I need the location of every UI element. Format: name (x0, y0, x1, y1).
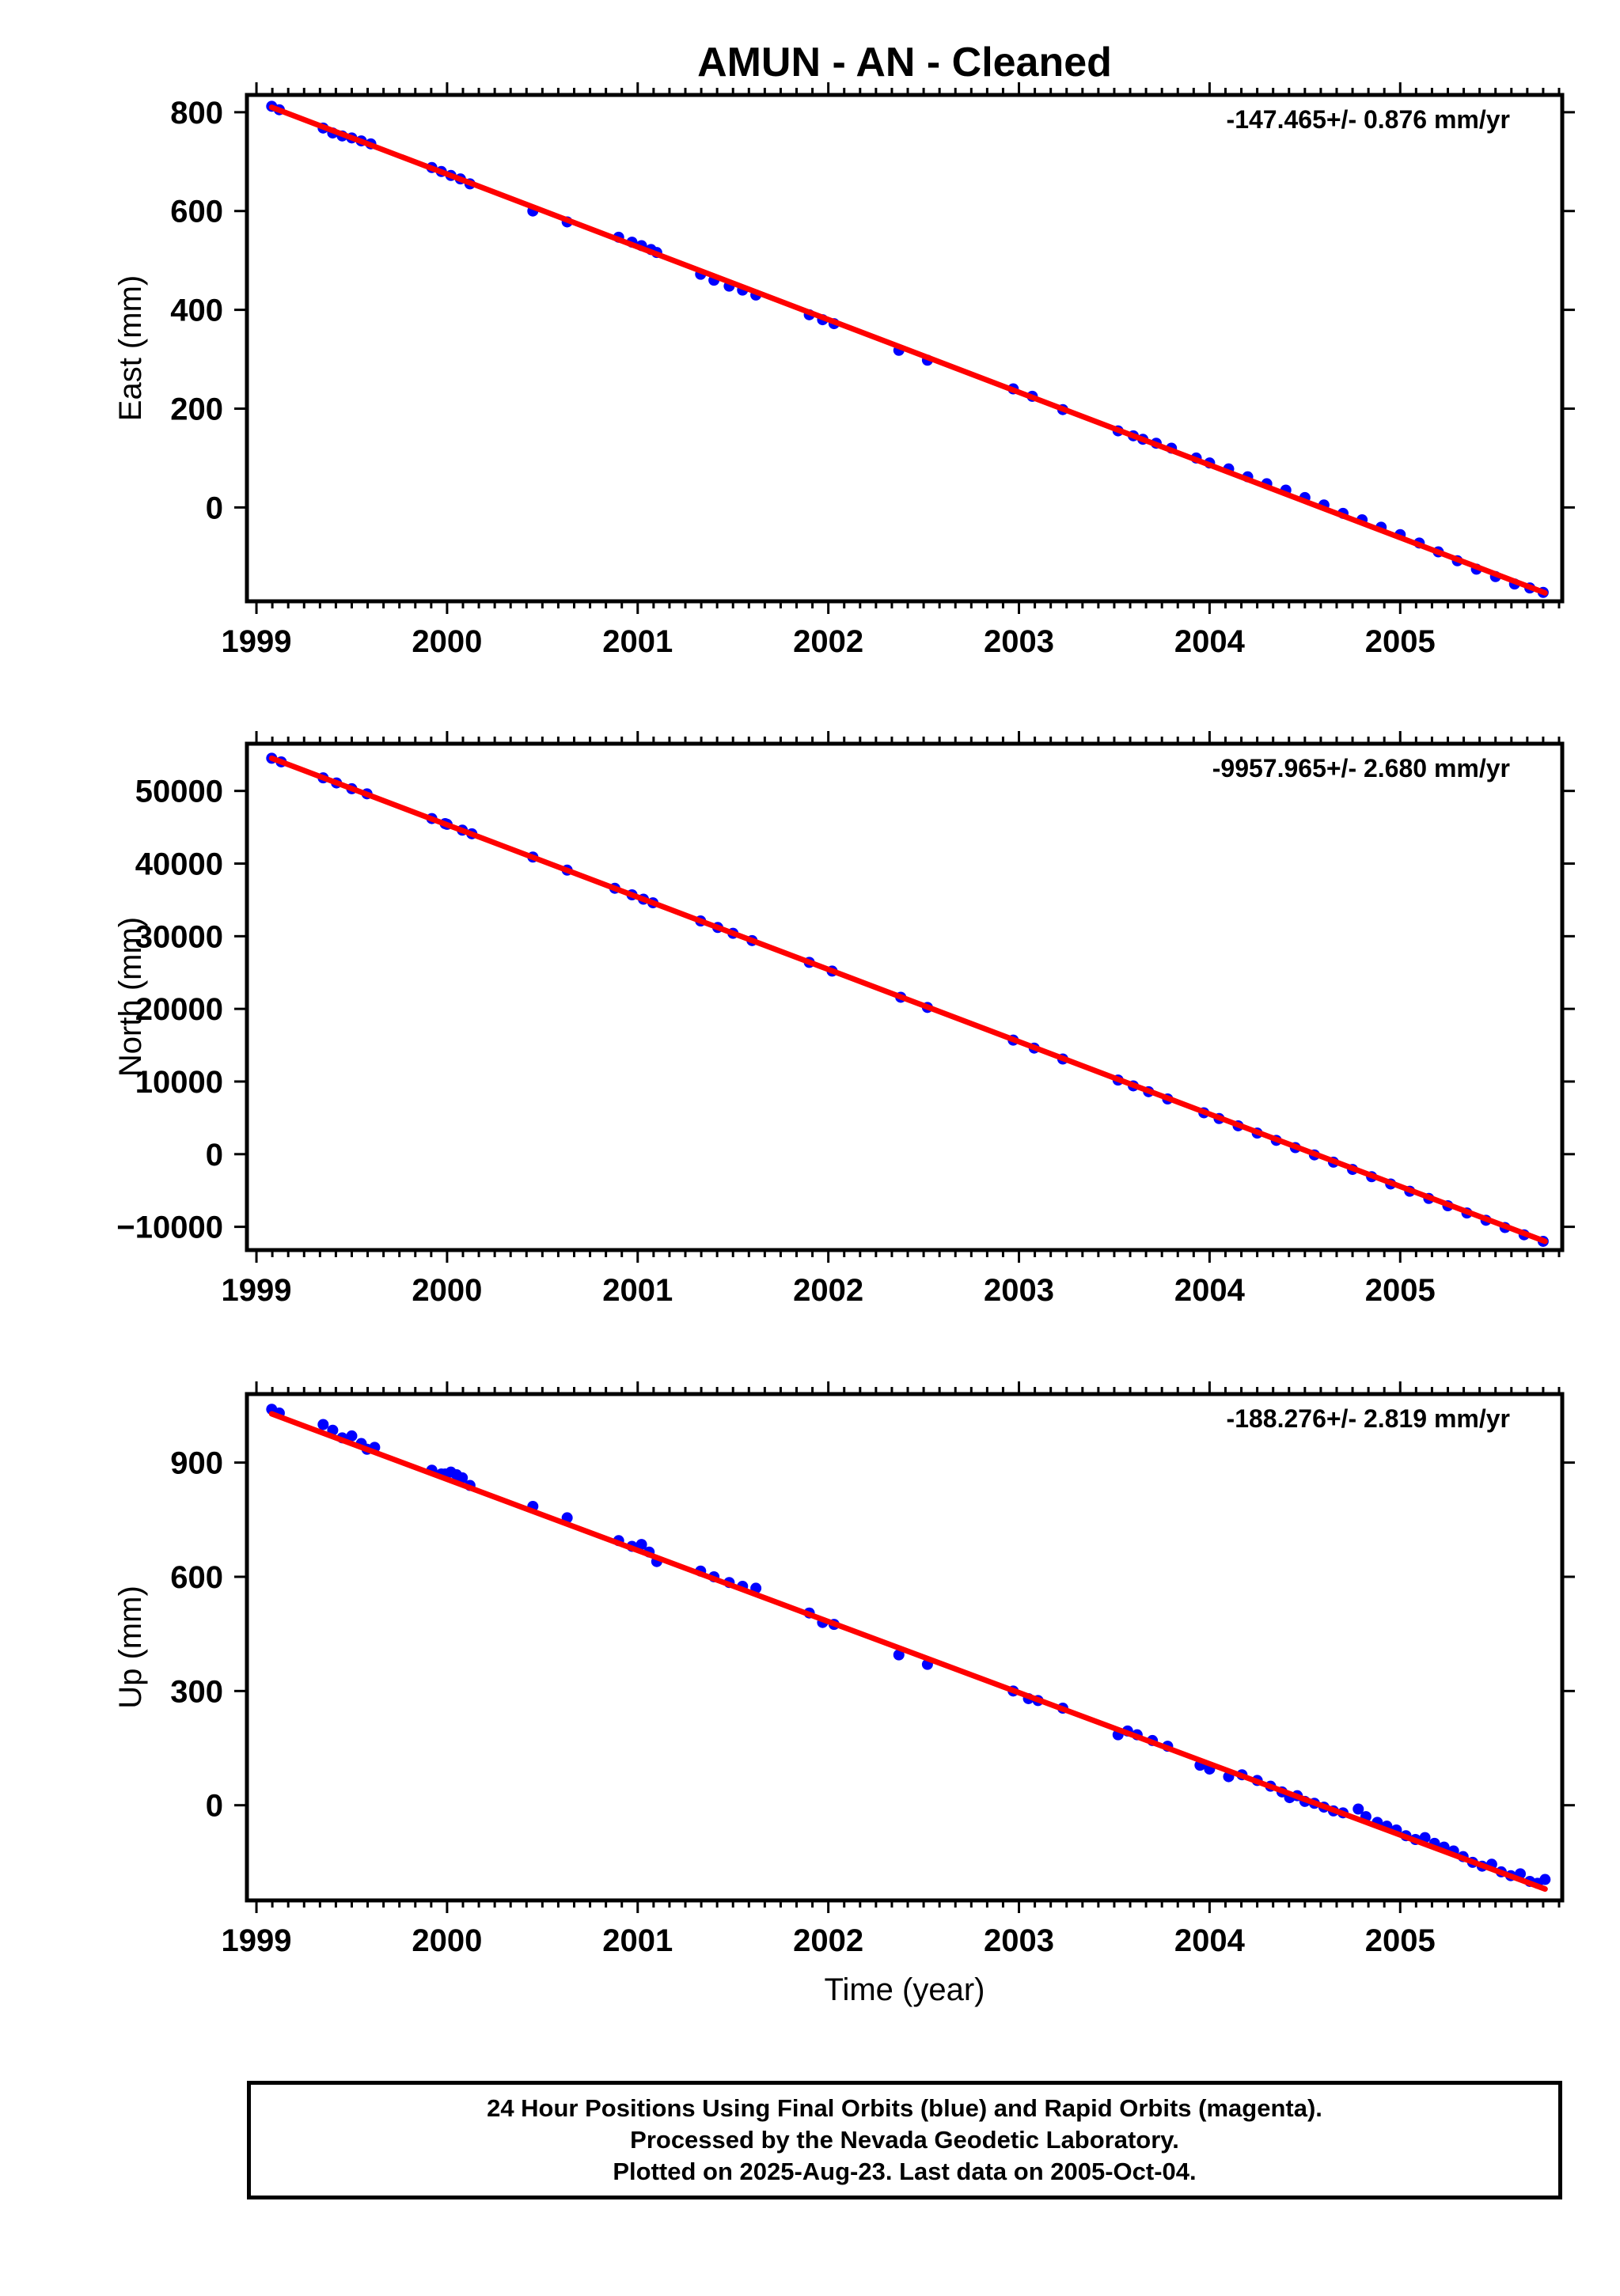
up-plot-frame (245, 1392, 1565, 1903)
north-x-tick-label: 1999 (222, 1273, 292, 1308)
north-y-tick-label: 10000 (135, 1065, 223, 1100)
north-x-tick-label: 2002 (793, 1273, 863, 1308)
up-data-point (1539, 1874, 1551, 1885)
up-y-tick-label: 600 (170, 1560, 223, 1595)
up-data-point (635, 1539, 647, 1551)
up-x-tick-label: 2002 (793, 1923, 863, 1958)
north-x-tick-label: 2005 (1365, 1273, 1436, 1308)
up-panel: 1999 2000 2001 2002 2003 2004 2005 0 300 600 900 Up… (113, 1381, 1575, 2007)
up-x-tick-label: 2005 (1365, 1923, 1436, 1958)
east-x-tick-label: 2003 (984, 624, 1054, 659)
up-x-tick-label: 2000 (412, 1923, 482, 1958)
north-rate-label: -9957.965+/- 2.680 mm/yr (1212, 754, 1510, 782)
east-x-tick-label: 2002 (793, 624, 863, 659)
up-x-tick-label: 2001 (602, 1923, 673, 1958)
up-rate-label: -188.276+/- 2.819 mm/yr (1227, 1404, 1510, 1433)
east-trend-line (268, 104, 1548, 596)
processing-info-box: 24 Hour Positions Using Final Orbits (bl… (247, 2081, 1562, 2199)
north-x-tick-label: 2003 (984, 1273, 1054, 1308)
north-y-tick-label: 0 (206, 1138, 223, 1173)
east-panel: 1999 2000 2001 2002 2003 2004 2005 0 200 400 600 80… (113, 82, 1575, 659)
up-data-point (317, 1419, 329, 1430)
east-y-tick-label: 800 (170, 96, 223, 131)
footer-line-processor: Processed by the Nevada Geodetic Laborat… (630, 2126, 1179, 2154)
footer-line-dates: Plotted on 2025-Aug-23. Last data on 200… (613, 2158, 1197, 2185)
east-x-tick-label: 2005 (1365, 624, 1436, 659)
north-panel: 1999 2000 2001 2002 2003 2004 2005 −10000 0 10000… (113, 731, 1575, 1308)
east-plot-frame (245, 93, 1565, 604)
up-trend-line (268, 1411, 1548, 1892)
east-y-tick-label: 200 (170, 392, 223, 426)
up-y-tick-label: 300 (170, 1674, 223, 1709)
north-trend-line (268, 755, 1548, 1245)
north-y-axis-label: North (mm) (113, 917, 148, 1077)
east-y-tick-label: 400 (170, 294, 223, 328)
north-y-tick-label: 30000 (135, 919, 223, 954)
footer-line-orbits: 24 Hour Positions Using Final Orbits (bl… (487, 2094, 1322, 2122)
east-x-tick-label: 2000 (412, 624, 482, 659)
east-x-tick-label: 2004 (1174, 624, 1246, 659)
east-x-tick-label: 1999 (222, 624, 292, 659)
up-data-point (346, 1430, 358, 1442)
east-y-tick-label: 0 (206, 491, 223, 525)
up-y-tick-label: 0 (206, 1789, 223, 1824)
up-x-axis-label: Time (year) (825, 1972, 985, 2007)
figure-title: AMUN - AN - Cleaned (697, 40, 1112, 85)
east-rate-label: -147.465+/- 0.876 mm/yr (1227, 105, 1510, 134)
up-data-points (266, 1404, 1551, 1889)
north-y-tick-label: 20000 (135, 992, 223, 1027)
east-x-tick-label: 2001 (602, 624, 673, 659)
up-x-tick-label: 2003 (984, 1923, 1054, 1958)
up-y-tick-label: 900 (170, 1446, 223, 1481)
north-plot-frame (245, 741, 1565, 1252)
up-data-point (457, 1472, 469, 1483)
up-x-tick-label: 1999 (222, 1923, 292, 1958)
north-x-tick-label: 2004 (1174, 1273, 1246, 1308)
up-data-point (893, 1649, 905, 1661)
up-x-tick-label: 2004 (1174, 1923, 1246, 1958)
north-y-tick-label: 40000 (135, 847, 223, 882)
north-x-tick-label: 2000 (412, 1273, 482, 1308)
east-y-tick-label: 600 (170, 195, 223, 229)
north-x-tick-label: 2001 (602, 1273, 673, 1308)
north-y-tick-label: −10000 (116, 1211, 223, 1245)
up-data-point (1353, 1803, 1364, 1815)
north-y-tick-label: 50000 (135, 775, 223, 809)
east-y-axis-label: East (mm) (113, 275, 148, 421)
up-y-axis-label: Up (mm) (113, 1586, 148, 1709)
